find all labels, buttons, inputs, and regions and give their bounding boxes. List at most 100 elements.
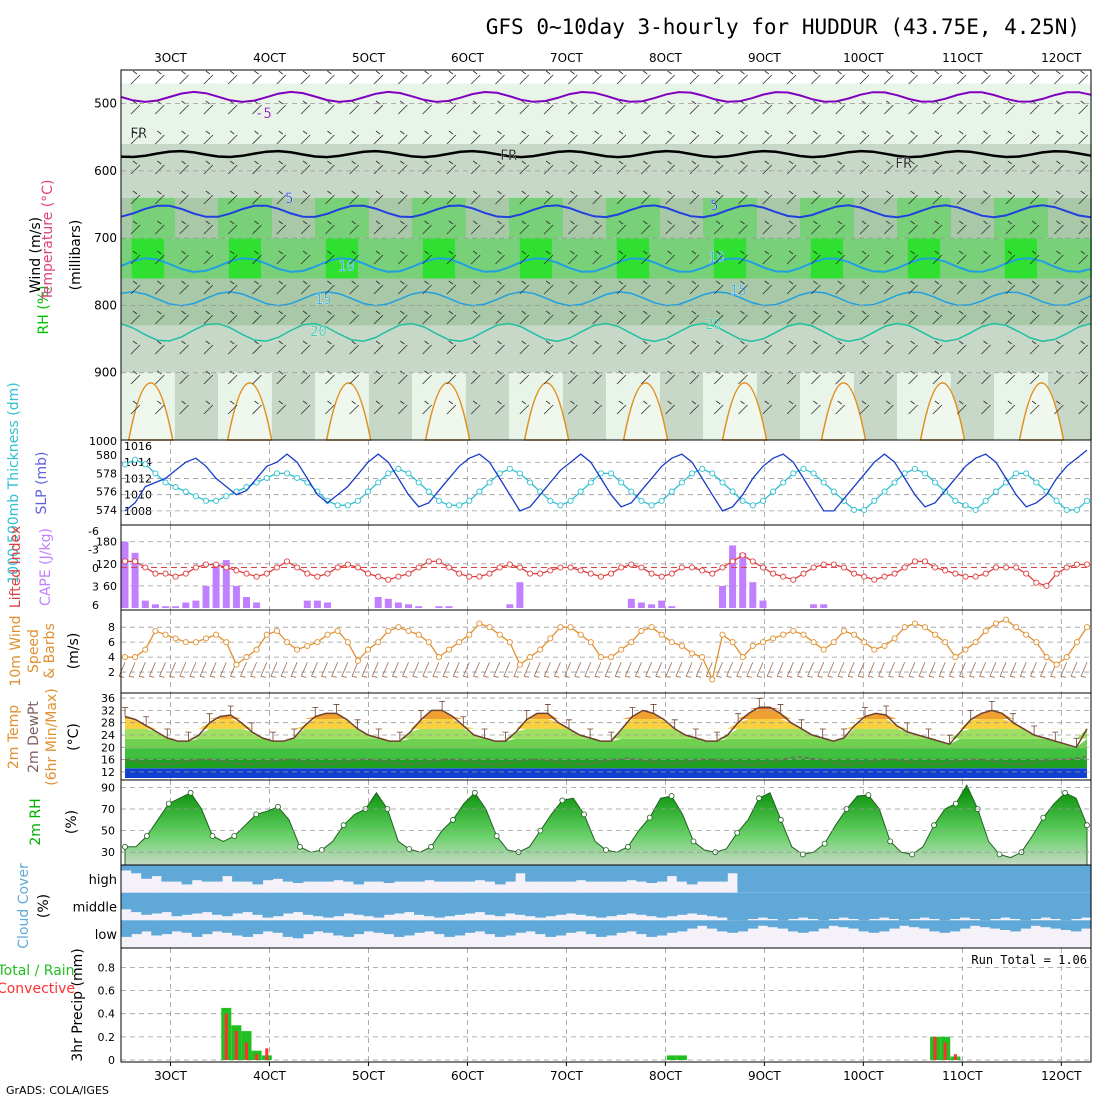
wind-barb: [641, 280, 651, 295]
rh-cell: [304, 238, 316, 279]
cloud-cell: [484, 920, 496, 935]
wind-barb: [276, 400, 287, 415]
temp-minmax-marker: [566, 719, 572, 729]
temp-minmax-marker: [502, 731, 509, 742]
isotherm-label: -5: [255, 106, 272, 122]
rh-cell: [821, 197, 834, 239]
temp-minmax-marker: [735, 713, 742, 723]
rh2m-point: [690, 838, 697, 845]
cape-bar: [202, 585, 210, 608]
temp-minmax-marker: [143, 716, 150, 726]
wind-barb: [689, 100, 700, 115]
cloud-cell: [1060, 920, 1072, 930]
thickness-point: [162, 479, 169, 486]
rh-cell: [390, 83, 403, 144]
cloud-cell: [808, 892, 819, 919]
thickness-point: [395, 465, 402, 472]
rh-cell: [379, 197, 392, 239]
rh-cell: [509, 278, 521, 326]
wind-barb: [1078, 220, 1088, 235]
lifted-index-point: [678, 564, 685, 571]
lifted-index-point: [962, 573, 969, 580]
wind-barb: [155, 340, 165, 355]
rh-cell: [897, 372, 909, 440]
wind-barb: [835, 400, 845, 415]
rh-cell: [778, 197, 791, 239]
cloud-cell: [272, 865, 284, 879]
cloud-cell: [535, 920, 546, 935]
cloud-cell: [899, 892, 910, 921]
wind-barb: [373, 160, 384, 175]
cloud-cell: [575, 920, 587, 932]
wind-speed-point: [273, 627, 280, 634]
panel-label-temp2m: 2m Temp: [6, 705, 22, 769]
rh-cell: [476, 278, 489, 326]
wind-barb: [592, 130, 602, 145]
wind-speed-point: [496, 631, 503, 638]
cloud-cell: [848, 920, 860, 929]
wind-barb: [884, 190, 894, 205]
cloud-cell: [383, 865, 395, 883]
wind-barb: [495, 220, 505, 235]
wind-barb: [422, 250, 432, 265]
wind-barb: [349, 340, 359, 355]
surface-wind-barb: [655, 662, 663, 678]
wind-barb: [252, 280, 262, 295]
rh-cell: [196, 325, 209, 373]
rh-cell: [756, 197, 769, 239]
surface-wind-barb: [503, 662, 511, 678]
cape-bar: [243, 597, 250, 608]
surface-wind-barb: [169, 662, 176, 678]
thickness-point: [486, 479, 493, 486]
thickness-point: [911, 465, 918, 472]
wind-speed-point: [547, 635, 554, 642]
wind-barb: [932, 220, 943, 235]
rh-cell: [950, 144, 963, 198]
cloud-cell: [767, 865, 779, 893]
surface-wind-barb: [483, 662, 490, 678]
rh2m-point: [603, 847, 609, 853]
cloud-cell: [363, 920, 375, 932]
rh-cell: [940, 325, 952, 373]
rh-cell: [261, 83, 273, 144]
rh2m-point: [668, 793, 675, 799]
thickness-tick-label: 580: [96, 449, 117, 462]
precip-conv-bar: [943, 1042, 947, 1060]
rh-cell: [1080, 325, 1092, 373]
rh-cell: [185, 372, 198, 440]
rh-cell: [864, 278, 877, 326]
rh-cell: [465, 238, 478, 279]
rh-cell: [293, 325, 306, 373]
lifted-index-point: [142, 564, 149, 571]
temp-minmax-marker: [439, 700, 446, 711]
wind-barb: [1078, 70, 1088, 85]
cloud-cell: [676, 865, 688, 882]
rh-cell: [228, 197, 241, 239]
wind-barb: [373, 190, 384, 205]
rh-cell: [455, 144, 467, 198]
wind-speed-point: [729, 639, 736, 646]
wind-barb: [227, 160, 238, 175]
cloud-cell: [505, 920, 516, 936]
cloud-cell: [676, 892, 688, 915]
wind-barb: [762, 340, 773, 355]
wind-barb: [932, 250, 943, 265]
wind-speed-point: [1063, 654, 1070, 661]
surface-wind-barb: [969, 662, 976, 678]
cloud-cell: [979, 865, 991, 893]
thickness-point: [456, 502, 463, 509]
temp-minmax-marker: [988, 700, 995, 711]
cloud-cell: [434, 920, 445, 935]
rh-cell: [228, 83, 241, 144]
rh-cell: [832, 144, 845, 198]
wind-barb: [203, 340, 214, 355]
thickness-point: [213, 497, 220, 504]
rh-cell: [239, 278, 252, 326]
wind-barb: [1029, 340, 1040, 355]
rh-tick-label: 50: [101, 825, 115, 838]
cloud-cell: [686, 892, 698, 914]
temp-minmax-marker: [333, 704, 340, 714]
cloud-cell: [333, 892, 344, 917]
rh-cell: [681, 238, 694, 279]
rh-cell: [746, 83, 758, 144]
